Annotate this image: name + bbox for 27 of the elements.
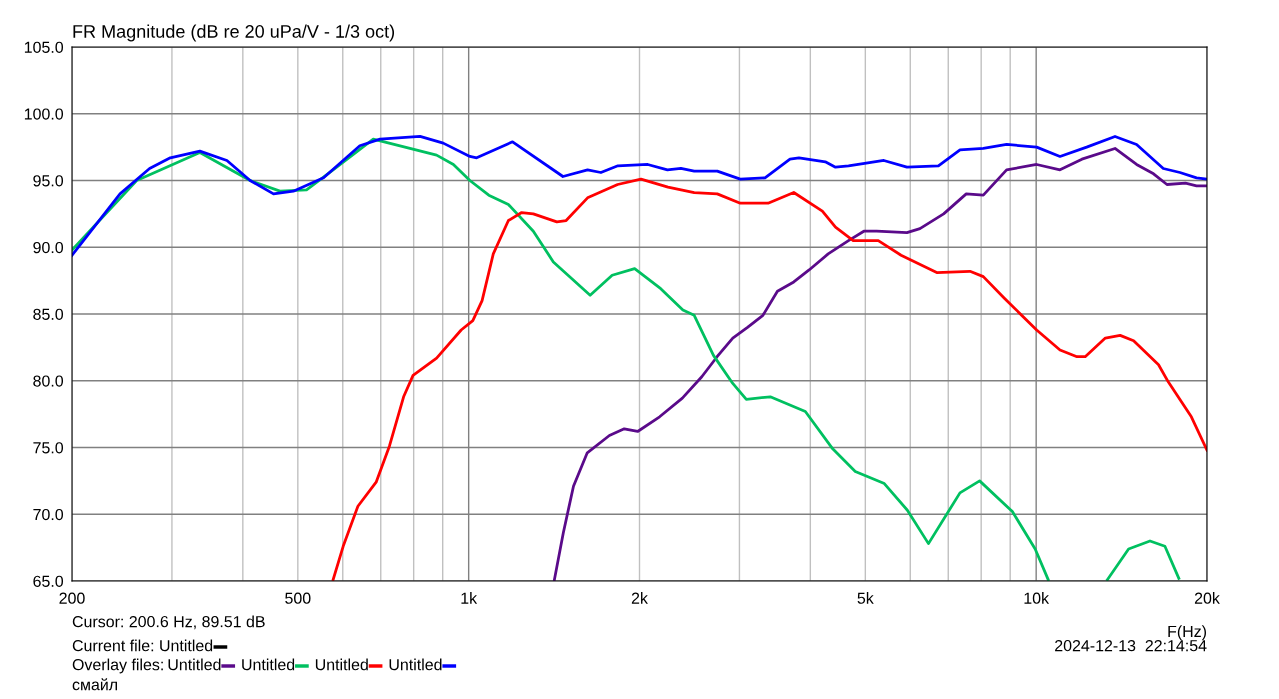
text: смайл <box>72 678 117 691</box>
chart-title: FR Magnitude (dB re 20 uPa/V - 1/3 oct) <box>73 24 395 42</box>
y-tick-label: 100.0 <box>24 108 64 120</box>
x-tick-label: 200 <box>59 592 85 604</box>
y-tick-label: 75.0 <box>33 442 64 454</box>
legend-label: Untitled <box>389 658 442 671</box>
x-tick-label: 10k <box>1024 592 1050 604</box>
x-tick-label: 5k <box>857 592 874 604</box>
x-axis-title: F(Hz) <box>1168 625 1207 641</box>
y-tick-label: 85.0 <box>33 308 64 320</box>
y-tick-label: 65.0 <box>33 575 64 587</box>
x-tick-label: 2k <box>631 592 648 604</box>
y-tick-label: 90.0 <box>33 241 64 254</box>
text: Current file: Untitled <box>72 639 213 652</box>
x-tick-label: 1k <box>461 592 478 604</box>
y-tick-label: 70.0 <box>33 508 64 521</box>
x-tick-label: 20k <box>1194 592 1220 604</box>
text: 2024-12-13 22:14:54 <box>1055 639 1207 652</box>
text: Cursor: 200.6 Hz, 89.51 dB <box>72 615 265 630</box>
legend-label: Untitled <box>168 658 221 671</box>
legend-title: Overlay files: <box>72 658 163 674</box>
legend-label: Untitled <box>315 658 368 671</box>
x-tick-label: 500 <box>285 592 311 604</box>
y-tick-label: 105.0 <box>24 41 64 53</box>
legend-label: Untitled <box>242 658 295 671</box>
y-tick-label: 95.0 <box>33 175 64 187</box>
y-tick-label: 80.0 <box>33 375 64 387</box>
